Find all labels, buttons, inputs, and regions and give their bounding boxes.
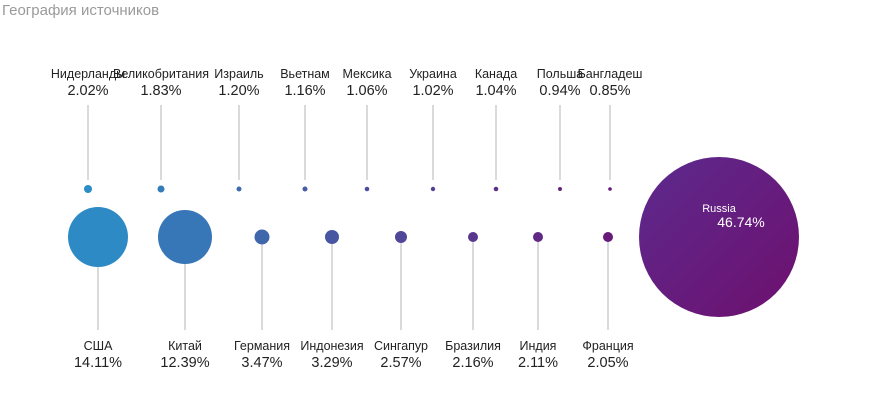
bubble-6 [493,186,499,192]
bubble-8 [608,187,612,191]
country-name: Израиль [214,67,264,81]
country-name: Вьетнам [280,67,330,81]
country-name: Сингапур [374,339,428,353]
top-label: Украина 1.02% [409,67,457,99]
bubble-2 [236,186,242,192]
top-label: Мексика 1.06% [342,67,391,99]
bubble-russia [639,157,799,317]
bubble-bottom-1 [158,210,212,264]
country-percent: 2.16% [452,355,494,371]
country-name: США [83,339,113,353]
country-percent: 3.47% [241,355,283,371]
bottom-label: Индия 2.11% [518,339,558,371]
russia-percent: 46.74% [717,214,764,230]
country-percent: 12.39% [160,355,210,371]
country-percent: 3.29% [311,355,353,371]
country-percent: 1.83% [140,83,182,99]
country-name: Индия [519,339,557,353]
bottom-label: Германия 3.47% [234,339,290,371]
country-name: Франция [582,339,634,353]
bottom-label: Китай 12.39% [160,339,209,371]
top-label: Польша 0.94% [537,67,583,99]
country-percent: 14.11% [73,355,123,371]
country-percent: 1.02% [412,83,454,99]
bottom-label: Франция 2.05% [582,339,633,371]
country-name: Бангладеш [577,67,643,81]
country-name: Канада [474,67,518,81]
bottom-label: Бразилия 2.16% [445,339,501,371]
top-label: Великобритания 1.83% [113,67,209,99]
country-name: Китай [168,339,202,353]
country-percent: 1.20% [218,83,260,99]
bubble-3 [302,186,308,192]
bottom-label: Сингапур 2.57% [374,339,428,371]
bubble-4 [364,186,370,192]
top-label: Вьетнам 1.16% [280,67,330,99]
country-name: Украина [409,67,457,81]
top-label: Нидерланды 2.02% [51,67,125,99]
country-percent: 0.85% [589,83,631,99]
bubble-bottom-0 [68,207,128,267]
country-percent: 0.94% [539,83,581,99]
chart-title: География источников [2,2,160,19]
country-name: Бразилия [445,339,501,353]
top-label: Бангладеш 0.85% [578,67,643,99]
bubble-bottom-6 [533,232,543,242]
bubble-1 [157,185,165,193]
country-percent: 2.05% [587,355,629,371]
bubble-bottom-2 [254,229,270,245]
country-name: Мексика [342,67,392,81]
bubble-7 [558,187,562,191]
top-label: Израиль 1.20% [214,67,263,99]
bubble-0 [84,185,92,193]
country-percent: 1.16% [284,83,326,99]
bottom-label: Индонезия 3.29% [300,339,363,371]
bubble-bottom-3 [325,230,339,244]
country-name: Польша [536,67,584,81]
country-name: Германия [233,339,291,353]
top-label: Канада 1.04% [475,67,517,99]
country-name: Индонезия [300,339,364,353]
bubble-bottom-4 [395,231,407,243]
country-percent: 2.57% [380,355,422,371]
bottom-label: США 14.11% [74,339,122,371]
country-percent: 2.02% [67,83,109,99]
bubble-bottom-5 [468,232,478,242]
bubble-5 [430,186,436,192]
country-percent: 1.04% [475,83,517,99]
russia-name: Russia [702,203,737,215]
country-percent: 2.11% [517,355,559,371]
country-percent: 1.06% [346,83,388,99]
bubble-bottom-7 [603,232,613,242]
country-name: Великобритания [113,67,209,81]
country-name: Нидерланды [50,67,126,81]
